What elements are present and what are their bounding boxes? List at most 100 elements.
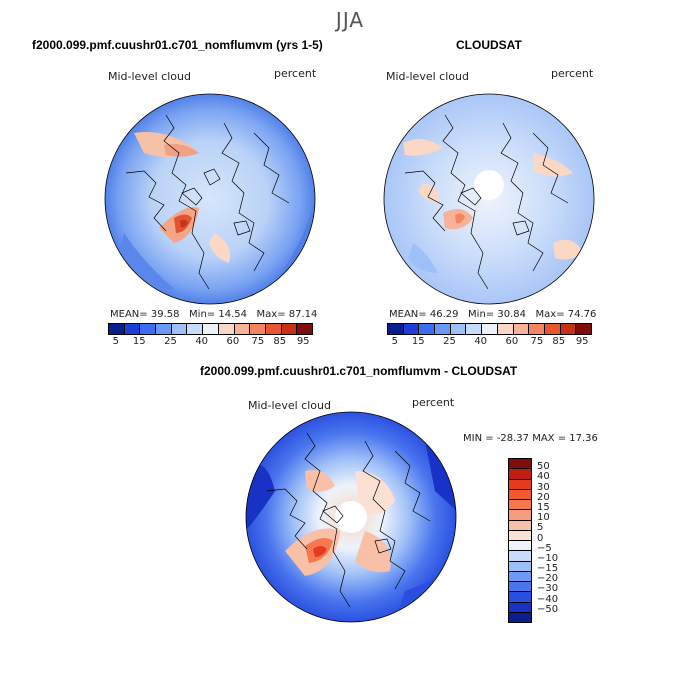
panel3-colorbar-swatch: [509, 510, 531, 521]
panel3-colorbar-tick-label: 10: [537, 512, 550, 524]
panel1-colorbar-ticks: 5 15 25 40 60 75 85 95: [108, 336, 311, 348]
panel3-colorbar-swatch: [509, 582, 531, 593]
panel1-units: percent: [274, 67, 317, 80]
panel2-colorbar-tick-label: 60: [505, 336, 519, 347]
panel3-colorbar-swatch: [509, 551, 531, 562]
panel2-colorbar-ticks: 5 15 25 40 60 75 85 95: [387, 336, 590, 348]
panel1-colorbar-tick-label: 5: [112, 336, 119, 347]
panel3-colorbar-tick-label: 40: [537, 471, 550, 483]
panel3-colorbar-tick-label: −50: [537, 603, 559, 615]
panel2-units: percent: [551, 67, 594, 80]
panel3-range: MIN = -28.37 MAX = 17.36: [463, 433, 598, 444]
panel1-colorbar-swatch: [124, 324, 141, 334]
panel2-colorbar-swatch: [450, 324, 467, 334]
panel2-colorbar-tick-label: 5: [391, 336, 398, 347]
panel2-max: 74.76: [567, 309, 597, 320]
panel3-colorbar-swatch: [509, 592, 531, 603]
panel3-colorbar: [508, 458, 532, 623]
panel2-colorbar-tick-label: 40: [474, 336, 488, 347]
panel2-colorbar: [387, 323, 592, 335]
panel3-colorbar-swatch: [509, 489, 531, 500]
panel2-colorbar-swatch: [388, 324, 404, 334]
panel3-colorbar-swatch: [509, 602, 531, 613]
panel2-colorbar-swatch: [466, 324, 483, 334]
panel1-max-label: Max=: [256, 309, 286, 320]
panel2-colorbar-swatch: [403, 324, 420, 334]
panel3-colorbar-swatch: [509, 612, 531, 622]
panel1-colorbar-tick-label: 40: [195, 336, 209, 347]
figure-title: JJA: [335, 8, 365, 32]
panel3-colorbar-swatch: [509, 500, 531, 511]
panel1-colorbar-swatch: [265, 324, 282, 334]
panel1-colorbar-swatch: [250, 324, 266, 334]
panel1-field-label: Mid-level cloud: [108, 70, 191, 83]
panel2-mean-label: MEAN=: [389, 309, 427, 320]
panel1-title: f2000.099.pmf.cuushr01.c701_nomflumvm (y…: [32, 38, 323, 52]
panel1-max: 87.14: [288, 309, 318, 320]
panel1-stats: MEAN= 39.58 Min= 14.54 Max= 87.14: [110, 309, 317, 320]
panel1-colorbar-tick-label: 95: [296, 336, 310, 347]
panel3-colorbar-swatch: [509, 571, 531, 582]
panel2-colorbar-swatch: [529, 324, 545, 334]
panel1-mean: 39.58: [150, 309, 180, 320]
panel2-colorbar-swatch: [576, 324, 591, 334]
panel3-colorbar-tick-label: 5: [537, 522, 544, 534]
panel2-colorbar-swatch: [544, 324, 561, 334]
panel2-colorbar-swatch: [435, 324, 451, 334]
panel2-colorbar-swatch: [482, 324, 498, 334]
panel1-colorbar-tick-label: 75: [251, 336, 265, 347]
panel3-colorbar-swatch: [509, 459, 531, 470]
panel2-colorbar-swatch: [419, 324, 436, 334]
panel3-colorbar-swatch: [509, 479, 531, 490]
panel3-colorbar-swatch: [509, 520, 531, 531]
panel3-colorbar-tick-label: −40: [537, 593, 559, 605]
panel3-colorbar-tick-label: −20: [537, 573, 559, 585]
panel1-min: 14.54: [218, 309, 247, 320]
panel2-colorbar-tick-label: 15: [411, 336, 425, 347]
panel1-polar-map: [104, 93, 316, 305]
panel1-min-label: Min=: [189, 309, 216, 320]
panel3-colorbar-swatch: [509, 561, 531, 572]
panel3-colorbar-tick-label: 50: [537, 461, 550, 473]
panel3-title: f2000.099.pmf.cuushr01.c701_nomflumvm - …: [200, 364, 518, 378]
panel3-colorbar-swatch: [509, 541, 531, 552]
panel1-colorbar-swatch: [218, 324, 235, 334]
panel3-colorbar-swatch: [509, 530, 531, 541]
panel3-colorbar-tick-label: −15: [537, 563, 559, 575]
panel2-colorbar-tick-label: 85: [552, 336, 566, 347]
panel2-colorbar-tick-label: 95: [575, 336, 589, 347]
panel2-stats: MEAN= 46.29 Min= 30.84 Max= 74.76: [389, 309, 596, 320]
panel2-title: CLOUDSAT: [456, 38, 522, 52]
panel3-colorbar-ticks: 50 40 30 20 15 10 5 0 −5 −10 −15 −20 −30 −40 −50: [537, 458, 577, 621]
panel1-colorbar-swatch: [156, 324, 172, 334]
panel1-colorbar: [108, 323, 313, 335]
panel1-colorbar-swatch: [234, 324, 251, 334]
panel3-colorbar-tick-label: 15: [537, 501, 550, 513]
panel3-colorbar-tick-label: −10: [537, 552, 559, 564]
panel2-field-label: Mid-level cloud: [386, 70, 469, 83]
panel1-colorbar-tick-label: 15: [132, 336, 146, 347]
panel2-colorbar-tick-label: 75: [530, 336, 544, 347]
panel2-min: 30.84: [497, 309, 526, 320]
panel1-colorbar-swatch: [187, 324, 204, 334]
panel1-colorbar-tick-label: 25: [164, 336, 177, 347]
panel1-mean-label: MEAN=: [110, 309, 148, 320]
panel1-colorbar-swatch: [281, 324, 298, 334]
panel1-colorbar-swatch: [203, 324, 219, 334]
panel3-polar-map: [245, 411, 457, 623]
panel2-max-label: Max=: [535, 309, 565, 320]
panel2-colorbar-swatch: [497, 324, 514, 334]
panel2-mean: 46.29: [429, 309, 459, 320]
panel3-colorbar-tick-label: 0: [537, 532, 544, 544]
panel1-colorbar-swatch: [297, 324, 312, 334]
panel3-colorbar-tick-label: −30: [537, 583, 559, 595]
panel1-colorbar-tick-label: 60: [226, 336, 240, 347]
panel2-colorbar-swatch: [560, 324, 577, 334]
panel3-colorbar-tick-label: 30: [537, 481, 550, 493]
panel1-colorbar-swatch: [109, 324, 125, 334]
panel3-colorbar-swatch: [509, 469, 531, 480]
panel2-polar-map: [383, 93, 595, 305]
panel1-colorbar-swatch: [140, 324, 157, 334]
panel3-field-label: Mid-level cloud: [248, 399, 331, 412]
panel3-units: percent: [412, 396, 455, 409]
